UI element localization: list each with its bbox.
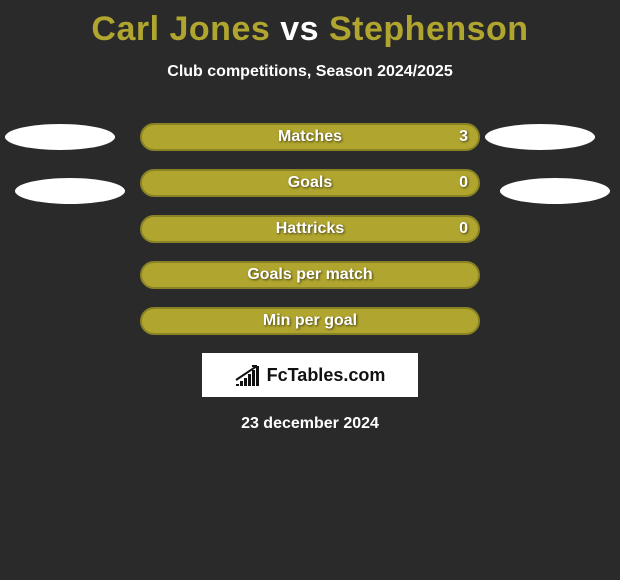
stat-bar	[140, 261, 480, 289]
stat-bar	[140, 215, 480, 243]
stat-row: Goals0	[140, 169, 480, 197]
stats-area: Matches3 Goals0 Hattricks0 Goals per match M…	[0, 123, 620, 335]
stat-bar	[140, 307, 480, 335]
stat-bar	[140, 123, 480, 151]
page-title: Carl Jones vs Stephenson	[0, 0, 620, 49]
stat-row: Min per goal	[140, 307, 480, 335]
stat-row: Goals per match	[140, 261, 480, 289]
stat-bar	[140, 169, 480, 197]
subtitle: Club competitions, Season 2024/2025	[0, 63, 620, 81]
stat-row: Hattricks0	[140, 215, 480, 243]
title-player2: Stephenson	[329, 10, 529, 48]
title-vs: vs	[270, 10, 329, 48]
logo-box: FcTables.com	[202, 353, 418, 397]
date: 23 december 2024	[0, 415, 620, 433]
logo-text: FcTables.com	[267, 365, 386, 386]
title-player1: Carl Jones	[91, 10, 270, 48]
barchart-icon	[235, 364, 261, 386]
stat-row: Matches3	[140, 123, 480, 151]
